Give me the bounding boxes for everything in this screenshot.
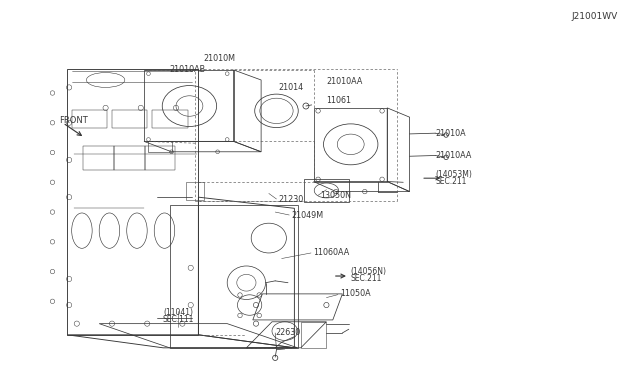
Text: 21230: 21230 xyxy=(278,195,303,203)
Text: (11041): (11041) xyxy=(163,308,193,317)
Text: 21010A: 21010A xyxy=(435,129,466,138)
Bar xyxy=(152,110,188,128)
Text: 11050A: 11050A xyxy=(340,289,371,298)
Text: J21001WV: J21001WV xyxy=(572,12,618,21)
Bar xyxy=(83,146,114,170)
Text: 21010AA: 21010AA xyxy=(326,77,363,86)
Text: (14053M): (14053M) xyxy=(435,170,472,179)
Text: 21010AB: 21010AB xyxy=(170,65,205,74)
Text: 11061: 11061 xyxy=(326,96,351,105)
Bar xyxy=(114,146,145,170)
Text: 13050N: 13050N xyxy=(320,191,351,200)
Bar xyxy=(186,182,204,200)
Bar xyxy=(145,146,175,170)
Text: SEC.211: SEC.211 xyxy=(435,177,467,186)
Text: 21014: 21014 xyxy=(278,83,303,92)
Text: 21049M: 21049M xyxy=(291,211,323,220)
Text: FRONT: FRONT xyxy=(59,116,88,125)
Text: 22630: 22630 xyxy=(275,328,300,337)
Text: 21010AA: 21010AA xyxy=(435,151,472,160)
Bar xyxy=(72,110,107,128)
Text: 21010M: 21010M xyxy=(204,54,236,63)
Text: 11060AA: 11060AA xyxy=(314,248,350,257)
Text: SEC.211: SEC.211 xyxy=(351,274,382,283)
Bar xyxy=(112,110,147,128)
Text: SEC.111: SEC.111 xyxy=(162,315,194,324)
Text: (14056N): (14056N) xyxy=(351,267,387,276)
